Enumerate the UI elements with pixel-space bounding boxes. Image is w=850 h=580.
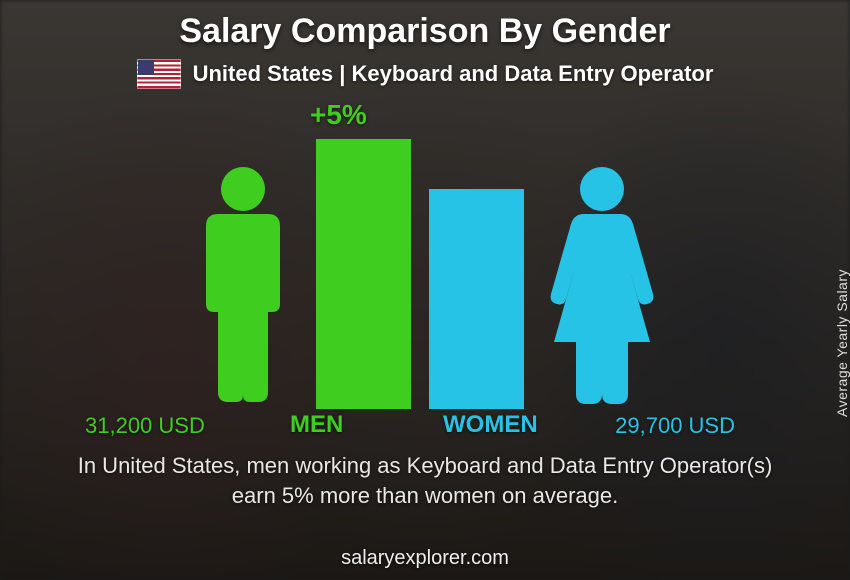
infographic-content: Salary Comparison By Gender United State… [0, 0, 850, 580]
subtitle-separator: | [333, 61, 351, 86]
men-salary-value: 31,200 USD [85, 413, 205, 439]
country-name: United States [193, 61, 334, 86]
women-bar [429, 189, 524, 409]
y-axis-label: Average Yearly Salary [834, 269, 850, 417]
figures-row [188, 139, 662, 409]
male-person-icon [188, 164, 298, 409]
site-attribution: salaryexplorer.com [0, 547, 850, 570]
subtitle-text: United States | Keyboard and Data Entry … [193, 61, 714, 87]
chart-area: +5% 31,200 USD MEN WOMEN 29,700 USD Ave [0, 99, 850, 439]
job-title: Keyboard and Data Entry Operator [352, 61, 714, 86]
us-flag-icon [137, 59, 181, 89]
difference-label: +5% [310, 99, 367, 131]
caption-text: In United States, men working as Keyboar… [0, 451, 850, 510]
women-salary-value: 29,700 USD [615, 413, 735, 439]
female-person-icon [542, 164, 662, 409]
women-bar-label: WOMEN [443, 411, 538, 439]
men-bar-label: MEN [290, 411, 343, 439]
page-title: Salary Comparison By Gender [0, 12, 850, 51]
subtitle-row: United States | Keyboard and Data Entry … [0, 59, 850, 89]
men-bar [316, 139, 411, 409]
